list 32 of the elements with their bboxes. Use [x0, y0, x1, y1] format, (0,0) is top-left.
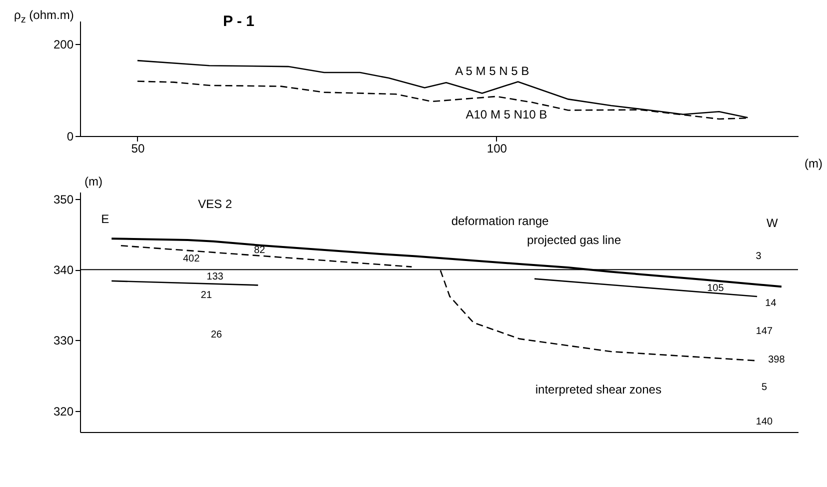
- y-tick-label: 350: [53, 192, 74, 207]
- annotation: projected gas line: [526, 233, 622, 247]
- y-tick-label: 340: [53, 263, 74, 278]
- annotation: interpreted shear zones: [535, 382, 662, 397]
- annotation: E: [101, 212, 110, 226]
- annotation: 133: [206, 272, 224, 283]
- x-tick-label: 100: [486, 142, 508, 156]
- x-tick-label: 50: [131, 142, 145, 156]
- annotation: 147: [756, 326, 774, 338]
- annotation: 398: [768, 354, 786, 366]
- y-axis-title: (m): [84, 174, 102, 188]
- series-label: A 5 M 5 N 5 B: [455, 64, 530, 78]
- series-label: A10 M 5 N10 B: [466, 107, 548, 122]
- annotation: 402: [182, 253, 200, 264]
- annotation: 26: [210, 330, 222, 341]
- y-tick-label: 330: [53, 334, 74, 348]
- x-axis-title: (m): [804, 156, 822, 170]
- annotation: deformation range: [451, 214, 550, 228]
- y-axis-title: ρ$_{z}$ (ohm.m): [14, 8, 74, 26]
- annotation: VES 2: [198, 197, 232, 211]
- annotation: 14: [765, 298, 777, 309]
- annotation: 140: [756, 416, 774, 428]
- annotation: 21: [200, 290, 212, 302]
- y-tick-label: 320: [53, 404, 74, 418]
- annotation: 105: [707, 283, 724, 294]
- y-tick-label: 0: [66, 130, 74, 144]
- annotation: 5: [761, 382, 768, 393]
- annotation: W: [766, 216, 778, 230]
- annotation: 82: [254, 245, 266, 256]
- y-tick-label: 200: [53, 38, 74, 52]
- annotation: 3: [756, 251, 762, 262]
- chart-title: P - 1: [222, 13, 254, 30]
